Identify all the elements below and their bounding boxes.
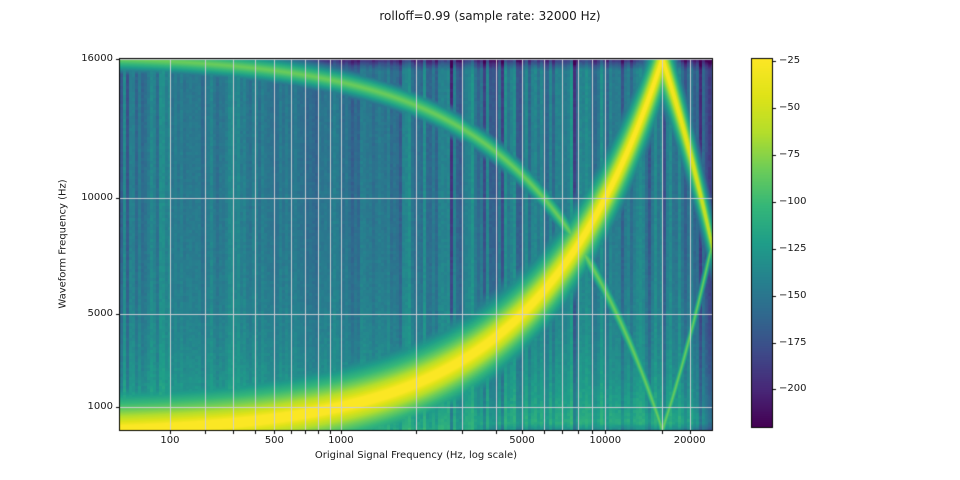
colorbar-tick-label: −200 bbox=[779, 383, 807, 395]
x-tick-label: 5000 bbox=[509, 435, 535, 446]
y-tick-label: 10000 bbox=[81, 192, 113, 204]
x-tick-label: 100 bbox=[160, 435, 180, 446]
y-axis-label: Waveform Frequency (Hz) bbox=[57, 179, 69, 309]
x-tick-label: 10000 bbox=[589, 435, 622, 446]
x-axis-label: Original Signal Frequency (Hz, log scale… bbox=[314, 450, 518, 461]
colorbar-tick-label: −50 bbox=[779, 101, 801, 113]
x-tick-label: 20000 bbox=[673, 435, 706, 446]
colorbar-tick-label: −75 bbox=[779, 148, 801, 160]
x-tick-label: 1000 bbox=[328, 435, 354, 446]
colorbar-tick-label: −150 bbox=[779, 289, 807, 301]
y-tick-label: 1000 bbox=[87, 400, 113, 412]
colorbar-tick-label: −125 bbox=[779, 242, 807, 254]
y-tick-label: 16000 bbox=[81, 53, 113, 64]
x-tick-label: 500 bbox=[264, 435, 284, 446]
colorbar-tick-label: −25 bbox=[779, 54, 801, 66]
chart-title: rolloff=0.99 (sample rate: 32000 Hz) bbox=[379, 9, 601, 23]
colorbar-tick-label: −100 bbox=[779, 195, 807, 207]
colorbar-tick-label: −175 bbox=[779, 336, 807, 348]
y-tick-label: 5000 bbox=[87, 308, 113, 320]
